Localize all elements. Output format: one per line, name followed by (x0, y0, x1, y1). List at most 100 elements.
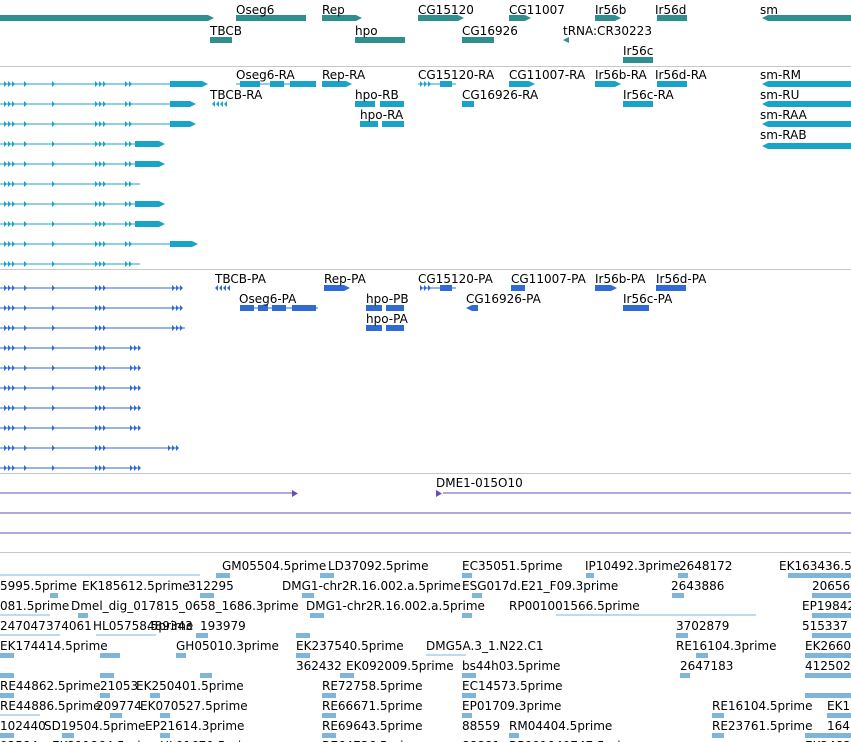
est-feature-label[interactable]: HL01679.5prime (160, 739, 260, 742)
proteins-feature-label[interactable]: CG15120-PA (418, 272, 493, 286)
est-feature-label[interactable]: 193979 (200, 619, 246, 633)
est-feature-label[interactable]: 081.5prime (0, 599, 70, 613)
transcripts-feature-label[interactable]: Ir56d-RA (655, 68, 707, 82)
proteins-feature-label[interactable]: TBCB-PA (215, 272, 266, 286)
est-feature-label[interactable]: RE44886.5prime (0, 699, 101, 713)
est-feature-label[interactable]: 209774 (96, 699, 142, 713)
est-feature-label[interactable]: RE64736.5prime (322, 739, 423, 742)
est-feature-label[interactable]: RE23761.5prime (712, 719, 813, 733)
est-feature-label[interactable]: 3702879 (676, 619, 730, 633)
transcripts-feature-label[interactable]: sm-RU (760, 88, 800, 102)
genes-feature-label[interactable]: Ir56c (623, 44, 654, 58)
est-feature-label[interactable]: EK1 (827, 699, 851, 713)
est-feature-label[interactable]: 515337 (802, 619, 848, 633)
est-feature-label[interactable]: 2643886 (671, 579, 725, 593)
transcripts-feature-label[interactable]: CG15120-RA (418, 68, 495, 82)
proteins-feature-label[interactable]: Ir56d-PA (656, 272, 707, 286)
est-feature-label[interactable]: GM05504.5prime (222, 559, 327, 573)
est-feature-label[interactable]: Dmel_dig_017815_0658_1686.3prime (71, 599, 299, 613)
est-feature-label[interactable]: 21053 (100, 679, 139, 693)
transcripts-feature-label[interactable]: hpo-RB (355, 88, 399, 102)
est-feature-label[interactable]: 2648172 (679, 559, 733, 573)
est-feature-label[interactable]: GH05010.3prime (176, 639, 279, 653)
transcripts-feature-label[interactable]: sm-RAA (760, 108, 807, 122)
est-feature-label[interactable]: 374061 (46, 619, 92, 633)
est-feature-label[interactable]: EK092009.5prime (346, 659, 454, 673)
est-feature-label[interactable]: EK174414.5prime (0, 639, 108, 653)
est-feature-label[interactable]: EK250401.5prime (136, 679, 244, 693)
est-feature-label[interactable]: EK2482 (805, 739, 851, 742)
proteins-feature-label[interactable]: hpo-PB (366, 292, 409, 306)
est-feature-label[interactable]: RP001001566.5prime (509, 599, 640, 613)
est-feature-label[interactable]: DMG1-chr2R.16.002.a.5prime (306, 599, 485, 613)
est-feature-label[interactable]: bs44h03.5prime (462, 659, 561, 673)
est-feature-label[interactable]: 88881 (462, 739, 500, 742)
transcripts-feature-label[interactable]: Oseg6-RA (236, 68, 295, 82)
transcripts-feature-label[interactable]: sm-RAB (760, 128, 807, 142)
est-feature-label[interactable]: RE72758.5prime (322, 679, 423, 693)
genes-feature-label[interactable]: CG11007 (509, 3, 565, 17)
proteins-feature-label[interactable]: CG16926-PA (466, 292, 541, 306)
est-feature-label[interactable]: RP001049747.5prime (509, 739, 640, 742)
est-feature-label[interactable]: EP21614.3prime (145, 719, 245, 733)
proteins-feature-label[interactable]: Oseg6-PA (239, 292, 297, 306)
est-feature-label[interactable]: 2647183 (680, 659, 734, 673)
est-feature-label[interactable]: LD37092.5prime (328, 559, 429, 573)
est-feature-label[interactable]: 247047 (0, 619, 46, 633)
est-feature-label[interactable]: EK237540.5prime (296, 639, 404, 653)
est-feature-label[interactable]: DMG1-chr2R.16.002.a.5prime (282, 579, 461, 593)
genes-feature-label[interactable]: Ir56b (595, 3, 627, 17)
est-feature-label[interactable]: EK070527.5prime (140, 699, 248, 713)
proteins-feature-label[interactable]: Ir56b-PA (595, 272, 646, 286)
proteins-feature-label[interactable]: hpo-PA (366, 312, 408, 326)
est-feature-label[interactable]: HL05758.5prime (93, 619, 194, 633)
est-feature-label[interactable]: RE16104.5prime (712, 699, 813, 713)
genes-feature-label[interactable]: hpo (355, 24, 378, 38)
est-feature-label[interactable]: 88559 (462, 719, 501, 733)
est-feature-label[interactable]: EP01709.3prime (462, 699, 562, 713)
est-feature-label[interactable]: RM04404.5prime (509, 719, 613, 733)
est-feature-label[interactable]: EC35051.5prime (462, 559, 563, 573)
proteins-feature-label[interactable]: CG11007-PA (511, 272, 586, 286)
est-feature-label[interactable]: 164 (827, 719, 850, 733)
genes-feature-label[interactable]: CG15120 (418, 3, 474, 17)
est-feature-label[interactable]: DMG5A.3_1.N22.C1 (426, 639, 544, 653)
est-feature-label[interactable]: EP19842 (802, 599, 851, 613)
est-feature-label[interactable]: EK211864.5prime (52, 739, 160, 742)
est-feature-label[interactable]: 412502 (805, 659, 851, 673)
transcripts-feature-label[interactable]: hpo-RA (360, 108, 404, 122)
transcripts-feature-label[interactable]: CG11007-RA (509, 68, 586, 82)
transcripts-feature-label[interactable]: sm-RM (760, 68, 801, 82)
est-feature-label[interactable]: RE16104.3prime (676, 639, 777, 653)
genes-feature-label[interactable]: tRNA:CR30223 (563, 24, 652, 38)
est-feature-label[interactable]: RE44862.5prime (0, 679, 101, 693)
est-feature-label[interactable]: 312295 (188, 579, 234, 593)
genes-feature-label[interactable]: sm (760, 3, 778, 17)
est-feature-label[interactable]: EK163436.5pri (779, 559, 851, 573)
proteins-feature-label[interactable]: Ir56c-PA (623, 292, 673, 306)
scaffold-feature-label[interactable]: DME1-015O10 (436, 476, 523, 490)
genes-feature-label[interactable]: Rep (322, 3, 345, 17)
genes-feature-label[interactable]: CG16926 (462, 24, 518, 38)
est-feature-label[interactable]: SD19504.5prime (44, 719, 146, 733)
est-feature-label[interactable]: 92584 (0, 739, 38, 742)
est-feature-label[interactable]: EK2660 (805, 639, 851, 653)
est-feature-label[interactable]: IP10492.3prime (585, 559, 681, 573)
est-feature-label[interactable]: EC14573.5prime (462, 679, 563, 693)
est-feature-label[interactable]: 362432 (296, 659, 342, 673)
proteins-feature-label[interactable]: Rep-PA (324, 272, 366, 286)
est-feature-label[interactable]: RE66671.5prime (322, 699, 423, 713)
transcripts-feature-label[interactable]: Ir56b-RA (595, 68, 647, 82)
transcripts-feature-label[interactable]: TBCB-RA (210, 88, 263, 102)
est-feature-label[interactable]: EK185612.5prime (82, 579, 190, 593)
genes-feature-label[interactable]: TBCB (210, 24, 242, 38)
transcripts-feature-label[interactable]: Ir56c-RA (623, 88, 674, 102)
est-feature-label[interactable]: ESG017d.E21_F09.3prime (462, 579, 619, 593)
est-feature-label[interactable]: 5995.5prime (0, 579, 77, 593)
genes-feature-label[interactable]: Oseg6 (236, 3, 275, 17)
genes-feature-label[interactable]: Ir56d (655, 3, 687, 17)
transcripts-feature-label[interactable]: CG16926-RA (462, 88, 539, 102)
transcripts-feature-label[interactable]: Rep-RA (322, 68, 366, 82)
